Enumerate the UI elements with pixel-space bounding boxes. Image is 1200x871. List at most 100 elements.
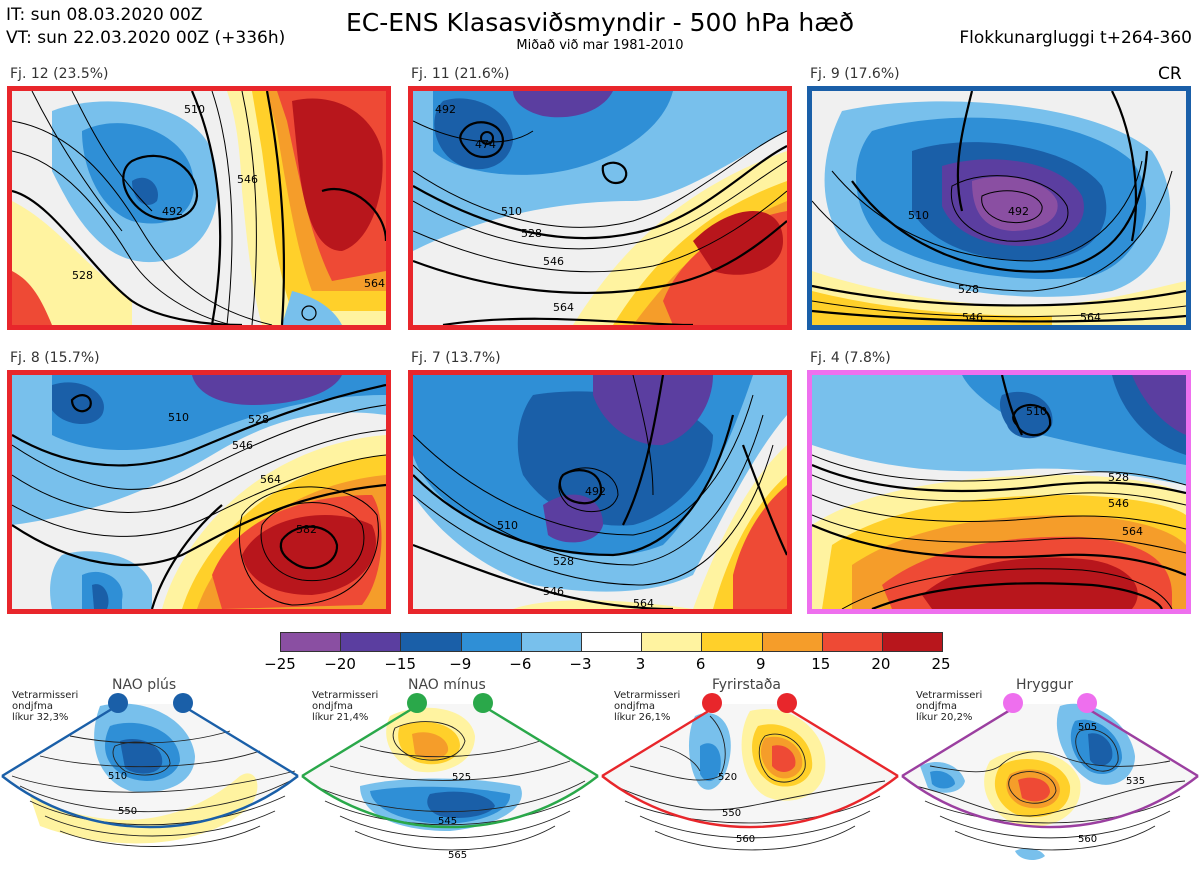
panel-label-2: Fj. 11 (21.6%) [411, 66, 510, 82]
colorbar-tick-label: 20 [871, 655, 891, 673]
cluster-map-5[interactable]: 492 510 528 546 564 [408, 370, 792, 614]
contour-label: 510 [908, 209, 929, 222]
colorbar-tick-label: −20 [324, 655, 356, 673]
contour-label: 520 [718, 772, 737, 783]
regime-marker-dot [173, 693, 193, 713]
contour-label: 510 [108, 771, 127, 782]
contour-label: 564 [364, 277, 385, 290]
regime-note: Vetrarmisseri ondjfma líkur 26,1% [614, 690, 681, 723]
contour-label: 564 [260, 473, 281, 486]
cluster-map-1[interactable]: 492 510 528 546 564 [7, 86, 391, 330]
page-title: EC-ENS Klasasviðsmyndir - 500 hPa hæð [345, 8, 855, 37]
cluster-map-6[interactable]: 510 528 546 564 [807, 370, 1191, 614]
regime-title: NAO plús [112, 677, 177, 693]
contour-label: 546 [962, 311, 983, 324]
contour-label: 546 [237, 173, 258, 186]
contour-label: 505 [1078, 722, 1097, 733]
colorbar-cell [762, 633, 823, 651]
panel-label-6: Fj. 4 (7.8%) [810, 350, 891, 366]
colorbar-tick-label: 6 [695, 655, 706, 673]
regime-title: Hryggur [1016, 677, 1073, 693]
regime-marker-dot [777, 693, 797, 713]
colorbar-tick-label: −6 [509, 655, 532, 673]
colorbar-cell [581, 633, 643, 651]
contour-label: 550 [118, 806, 137, 817]
cluster-map-1-field: 492 510 528 546 564 [12, 91, 386, 325]
contour-label: 510 [168, 411, 189, 424]
contour-label: 546 [232, 439, 253, 452]
contour-label: 510 [501, 205, 522, 218]
cluster-map-5-field: 492 510 528 546 564 [413, 375, 787, 609]
cr-label: CR [1158, 64, 1182, 84]
contour-label: 550 [722, 808, 741, 819]
regime-note: Vetrarmisseri ondjfma líkur 20,2% [916, 690, 983, 723]
regime-marker-dot [473, 693, 493, 713]
contour-label: 560 [1078, 834, 1097, 845]
regime-marker-dot [702, 693, 722, 713]
regime-ridge[interactable]: 505 535 560 Hryggur Vetrarmisseri ondjfma… [900, 676, 1200, 871]
colorbar-cell [281, 633, 342, 651]
colorbar-cell [882, 633, 943, 651]
colorbar-cell [822, 633, 883, 651]
contour-label: 564 [633, 597, 654, 609]
contour-label: 546 [1108, 497, 1129, 510]
regime-nao-minus[interactable]: 525 545 565 NAO mínus Vetrarmisseri ondjf… [300, 676, 600, 871]
cluster-map-3-field: 492 510 528 546 564 [812, 91, 1186, 325]
contour-label: 560 [736, 834, 755, 845]
regime-marker-dot [108, 693, 128, 713]
contour-label: 510 [1026, 405, 1047, 418]
regime-nao-plus[interactable]: 510 550 NAO plús Vetrarmisseri ondjfma lík… [0, 676, 300, 871]
contour-label: 510 [184, 103, 205, 116]
contour-label: 535 [1126, 776, 1145, 787]
panel-label-1: Fj. 12 (23.5%) [10, 66, 109, 82]
contour-label: 565 [448, 850, 467, 861]
run-info: IT: sun 08.03.2020 00Z VT: sun 22.03.202… [6, 4, 285, 50]
panel-label-5: Fj. 7 (13.7%) [411, 350, 501, 366]
contour-label: 528 [1108, 471, 1129, 484]
contour-label: 546 [543, 585, 564, 598]
regime-blocking[interactable]: 520 550 560 Fyrirstaða Vetrarmisseri ondj… [600, 676, 900, 871]
contour-label: 492 [162, 205, 183, 218]
regime-nao-plus-map: 510 550 [1, 693, 299, 847]
colorbar-cell [642, 633, 703, 651]
contour-label: 528 [72, 269, 93, 282]
regime-nao-minus-map: 525 545 565 [301, 693, 599, 861]
contour-label: 546 [543, 255, 564, 268]
contour-label: 525 [452, 772, 471, 783]
cluster-map-4[interactable]: 510 528 546 564 582 [7, 370, 391, 614]
colorbar-tick-label: 9 [755, 655, 766, 673]
colorbar-cell [401, 633, 462, 651]
regime-marker-dot [407, 693, 427, 713]
contour-label: 492 [435, 103, 456, 116]
contour-label: 492 [1008, 205, 1029, 218]
regime-title: NAO mínus [408, 677, 486, 693]
regime-blocking-map: 520 550 560 [601, 693, 899, 851]
panel-label-4: Fj. 8 (15.7%) [10, 350, 100, 366]
panel-label-3: Fj. 9 (17.6%) [810, 66, 900, 82]
classification-window: Flokkunargluggi t+264-360 [959, 28, 1192, 48]
cluster-map-2[interactable]: 474 492 510 528 546 564 [408, 86, 792, 330]
cluster-map-4-field: 510 528 546 564 582 [12, 375, 386, 609]
colorbar-cell [461, 633, 522, 651]
regime-marker-dot [1077, 693, 1097, 713]
anomaly-colorbar [280, 632, 943, 652]
contour-label: 545 [438, 816, 457, 827]
colorbar-cell [341, 633, 402, 651]
regime-note: Vetrarmisseri ondjfma líkur 32,3% [12, 690, 79, 723]
colorbar-tick-label: 15 [811, 655, 831, 673]
initial-time: IT: sun 08.03.2020 00Z [6, 5, 203, 25]
contour-label: 474 [475, 138, 496, 151]
contour-label: 510 [497, 519, 518, 532]
cluster-map-3[interactable]: 492 510 528 546 564 [807, 86, 1191, 330]
contour-label: 582 [296, 523, 317, 536]
colorbar-tick-label: −9 [449, 655, 472, 673]
colorbar-tick-label: 25 [931, 655, 951, 673]
cluster-map-2-field: 474 492 510 528 546 564 [413, 91, 787, 325]
regime-ridge-map: 505 535 560 [901, 693, 1199, 861]
contour-label: 564 [1122, 525, 1143, 538]
regime-title: Fyrirstaða [712, 677, 781, 693]
contour-label: 528 [521, 227, 542, 240]
contour-label: 492 [585, 485, 606, 498]
regime-marker-dot [1003, 693, 1023, 713]
colorbar-tick-label: −15 [384, 655, 416, 673]
